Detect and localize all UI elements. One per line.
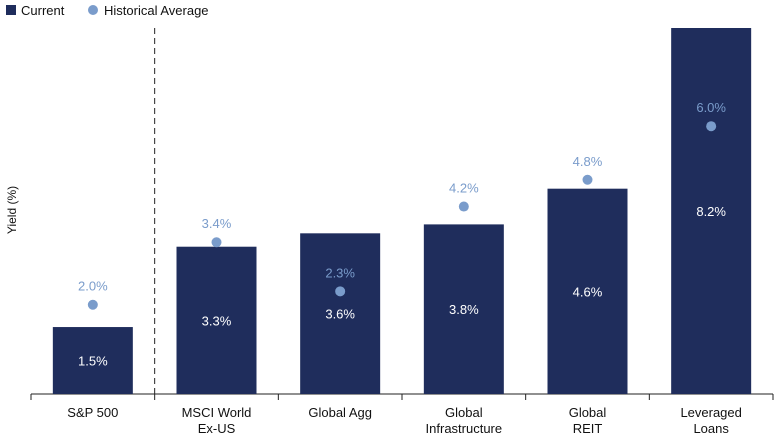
dot-data-label: 6.0% (696, 100, 726, 115)
bar-data-label: 3.8% (449, 302, 479, 317)
bar-current (176, 246, 257, 394)
x-tick-label-line: MSCI World (182, 405, 252, 420)
bar-data-label: 8.2% (696, 204, 726, 219)
x-tick-label: S&P 500 (67, 405, 118, 420)
legend-label-current: Current (21, 3, 65, 18)
dot-historical-average (211, 237, 222, 248)
dot-data-label: 2.3% (325, 265, 355, 280)
dot-historical-average (706, 121, 717, 132)
x-tick-label: Global Agg (308, 405, 372, 420)
dot-historical-average (87, 299, 98, 310)
dot-historical-average (582, 174, 593, 185)
x-tick-label-line: Infrastructure (426, 421, 503, 436)
x-tick-label-line: REIT (573, 421, 603, 436)
legend-swatch-current (6, 5, 16, 15)
x-tick-label: Leveraged Loans (680, 405, 741, 436)
dot-data-label: 4.8% (573, 154, 603, 169)
bar-current (423, 224, 504, 394)
legend-label-historical-average: Historical Average (104, 3, 209, 18)
dot-data-label: 2.0% (78, 279, 108, 294)
dot-data-label: 3.4% (202, 216, 232, 231)
x-tick-label-line: Global (569, 405, 607, 420)
legend: Current Historical Average (6, 3, 209, 18)
x-tick-label-line: Ex-US (198, 421, 236, 436)
x-tick-label-line: Leveraged (680, 405, 741, 420)
x-tick-label-line: Loans (693, 421, 729, 436)
dot-historical-average (335, 286, 346, 297)
bar-data-label: 3.6% (325, 307, 355, 322)
x-tick-label-line: S&P 500 (67, 405, 118, 420)
x-tick-label-line: Global Agg (308, 405, 372, 420)
bar-current (52, 327, 133, 394)
x-tick-label-line: Global (445, 405, 483, 420)
bar-data-label: 3.3% (202, 313, 232, 328)
bar-current (300, 233, 381, 394)
dot-historical-average (458, 201, 469, 212)
plot-area: 1.5% 2.0% S&P 500 3.3% 3.4% MSCI World Ex-US 3.… (30, 28, 774, 436)
x-tick-label: MSCI World Ex-US (182, 405, 252, 436)
bar-current (547, 188, 628, 394)
dot-data-label: 4.2% (449, 181, 479, 196)
bar-data-label: 4.6% (573, 284, 603, 299)
bar-current (671, 28, 752, 394)
y-axis-label: Yield (%) (5, 186, 19, 234)
bar-data-label: 1.5% (78, 354, 108, 369)
x-tick-label: Global Infrastructure (426, 405, 503, 436)
x-tick-label: Global REIT (569, 405, 607, 436)
legend-swatch-historical-average (88, 5, 98, 15)
